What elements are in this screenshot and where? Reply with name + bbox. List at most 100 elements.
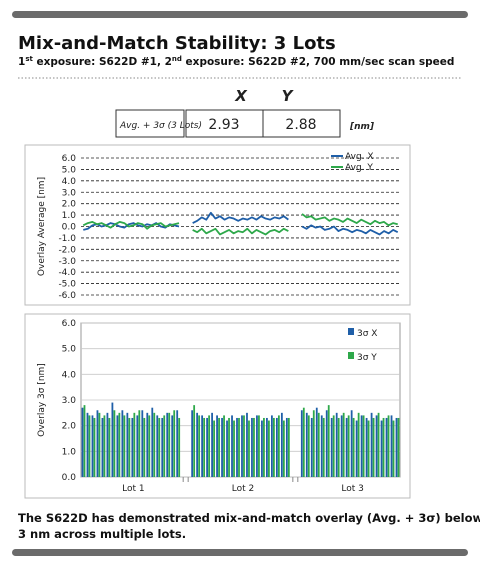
- bar: [136, 415, 139, 477]
- y-tick-label: 1.0: [62, 211, 77, 221]
- bar: [268, 420, 270, 477]
- bar: [300, 410, 303, 477]
- subtitle-part: exposure: S622D #2, 700 mm/sec scan spee…: [182, 56, 455, 68]
- title: Mix-and-Match Stability: 3 Lots: [18, 33, 336, 54]
- bar: [385, 417, 388, 477]
- series-line: [82, 213, 398, 236]
- bar: [131, 417, 134, 477]
- bar: [176, 410, 179, 477]
- bar: [325, 410, 328, 477]
- bar: [367, 420, 370, 477]
- y-tick-label: 6.0: [62, 319, 77, 329]
- chart-frame: [24, 144, 411, 306]
- bar: [362, 415, 365, 477]
- bar: [340, 415, 343, 477]
- bar: [116, 415, 119, 477]
- bar: [81, 407, 84, 477]
- bar: [390, 415, 393, 477]
- bar: [106, 412, 109, 477]
- bar: [372, 417, 375, 477]
- bar: [277, 415, 280, 477]
- bar: [365, 417, 368, 477]
- bar: [86, 412, 89, 477]
- bar: [360, 415, 363, 477]
- bar: [302, 407, 305, 477]
- bar: [350, 410, 353, 477]
- chart-frame: [24, 313, 411, 499]
- bar: [375, 415, 378, 477]
- bar: [330, 417, 333, 477]
- legend-label: 3σ X: [357, 329, 377, 339]
- bar: [285, 417, 288, 477]
- bar: [251, 417, 253, 477]
- bar: [96, 410, 99, 477]
- value: 2.93: [208, 117, 239, 133]
- bar: [213, 420, 215, 477]
- row-label-cell: [115, 109, 185, 138]
- bar: [191, 410, 194, 477]
- bar: [397, 417, 400, 477]
- bar: [171, 415, 174, 477]
- bar: [98, 412, 101, 477]
- y-tick-label: 5.0: [62, 345, 77, 355]
- bar: [163, 415, 166, 477]
- bar: [148, 415, 151, 477]
- bar: [392, 420, 395, 477]
- bar: [198, 415, 201, 477]
- y-tick-label: -6.0: [58, 291, 76, 301]
- bar: [228, 417, 230, 477]
- unit: [nm]: [349, 122, 375, 132]
- x-tick-label: Lot 1: [122, 484, 144, 494]
- bar: [203, 417, 206, 477]
- bar: [168, 412, 171, 477]
- bar: [151, 407, 154, 477]
- bar: [280, 412, 283, 477]
- bar: [108, 417, 111, 477]
- superscript: st: [25, 55, 33, 63]
- bar: [128, 417, 131, 477]
- bar: [238, 417, 240, 477]
- bar: [253, 417, 255, 477]
- series-line: [83, 211, 399, 236]
- y-tick-label: -1.0: [58, 234, 76, 244]
- bar: [216, 415, 218, 477]
- bar: [153, 412, 156, 477]
- bar: [141, 410, 144, 477]
- legend-label: Avg. Y: [345, 163, 373, 173]
- bar: [138, 410, 141, 477]
- bar: [126, 412, 129, 477]
- bar: [357, 412, 360, 477]
- bar: [91, 415, 94, 477]
- bar: [161, 417, 164, 477]
- bar: [307, 415, 310, 477]
- bar: [133, 412, 136, 477]
- bar: [315, 407, 318, 477]
- bar: [310, 417, 313, 477]
- bar: [317, 412, 320, 477]
- bar: [111, 402, 114, 477]
- bar: [347, 415, 350, 477]
- bar: [272, 417, 275, 477]
- bar: [335, 412, 338, 477]
- bar: [248, 420, 250, 477]
- footer-line: 3 nm across multiple lots.: [18, 527, 186, 541]
- bar: [355, 420, 358, 477]
- bar: [342, 412, 345, 477]
- bar: [345, 417, 348, 477]
- bar: [83, 405, 86, 477]
- legend-swatch: [348, 352, 354, 359]
- y-axis-label: Overlay 3σ [nm]: [37, 363, 47, 437]
- bar: [327, 405, 330, 477]
- bar: [156, 415, 159, 477]
- bar: [158, 417, 161, 477]
- bar: [387, 415, 390, 477]
- bar: [173, 410, 176, 477]
- bar: [196, 412, 199, 477]
- bar: [178, 417, 181, 477]
- bar: [123, 415, 126, 477]
- bar: [93, 417, 96, 477]
- y-axis-label: Overlay Average [nm]: [37, 177, 47, 276]
- y-tick-label: 0.0: [62, 473, 77, 483]
- y-tick-label: 6.0: [62, 154, 77, 164]
- y-tick-label: 0.0: [62, 223, 77, 233]
